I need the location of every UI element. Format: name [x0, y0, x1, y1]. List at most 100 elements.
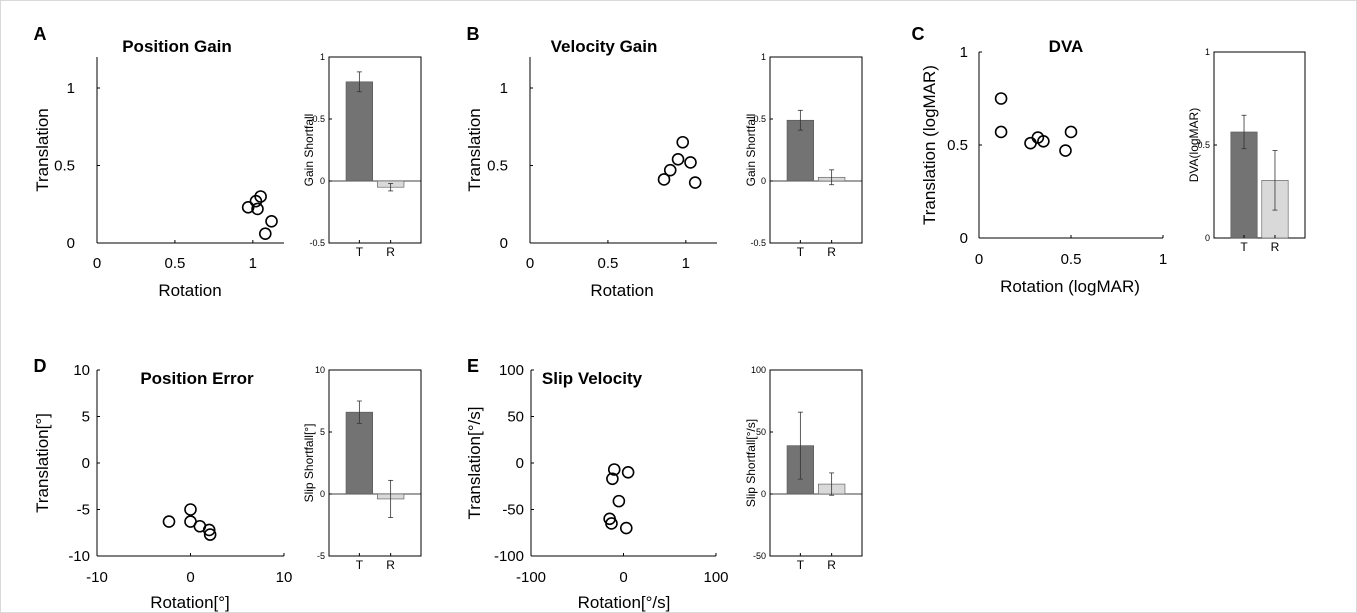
inset-y-tick-label: 1	[320, 52, 325, 62]
x-tick-label: 0.5	[1061, 251, 1082, 268]
panel-letter: D	[34, 356, 47, 376]
x-axis-label: Rotation[°]	[150, 593, 230, 612]
y-tick-label: 1	[500, 80, 508, 97]
inset-category-label: R	[386, 245, 395, 259]
x-axis-label: Rotation	[590, 281, 653, 300]
inset-category-label: T	[797, 558, 805, 572]
scatter-point	[663, 163, 677, 177]
inset-y-axis-label: Gain Shortfall	[302, 114, 316, 187]
scatter-point	[606, 472, 619, 486]
inset-y-tick-label: -0.5	[309, 238, 325, 248]
y-axis-label: Translation	[465, 108, 484, 191]
inset-y-tick-label: 0.5	[312, 114, 325, 124]
inset-box	[769, 56, 863, 244]
x-tick-label: 1	[682, 255, 690, 272]
inset-bar-t	[345, 81, 373, 182]
panel-letter: B	[467, 24, 480, 44]
panel-letter: C	[912, 24, 925, 44]
panel-title: Slip Velocity	[542, 369, 643, 388]
inset-y-tick-label: 50	[756, 427, 766, 437]
y-axis-label: Translation[°]	[33, 413, 52, 513]
panel-letter: A	[34, 24, 47, 44]
scatter-point	[1037, 134, 1050, 148]
inset-y-tick-label: 0.5	[1197, 140, 1210, 150]
y-axis-label: Translation	[33, 108, 52, 191]
scatter-point	[162, 515, 176, 528]
scatter-point	[605, 517, 618, 530]
inset-y-tick-label: 1	[761, 52, 766, 62]
y-tick-label: -10	[68, 548, 90, 565]
scatter-point	[621, 465, 635, 479]
x-axis-label: Rotation	[158, 281, 221, 300]
inset-y-tick-label: 5	[320, 427, 325, 437]
x-tick-label: 0	[619, 569, 627, 586]
y-tick-label: 0	[516, 455, 524, 472]
inset-category-label: T	[1240, 240, 1248, 254]
x-tick-label: 0	[93, 255, 101, 272]
y-tick-label: 1	[67, 80, 75, 97]
x-tick-label: 1	[249, 255, 257, 272]
inset-y-axis-label: Slip Shortfall[°]	[302, 424, 316, 503]
x-axis-label: Rotation[°/s]	[578, 593, 671, 612]
inset-y-tick-label: 0	[761, 176, 766, 186]
scatter-point	[1059, 144, 1072, 157]
scatter-point	[202, 523, 216, 537]
scatter-point	[203, 528, 217, 541]
inset-y-tick-label: 1	[1205, 47, 1210, 57]
scatter-point	[251, 202, 264, 216]
inset-y-tick-label: 0	[320, 176, 325, 186]
inset-y-tick-label: -50	[753, 551, 766, 561]
x-tick-label: 0.5	[597, 255, 618, 272]
y-tick-label: 5	[82, 409, 90, 426]
scatter-point	[676, 135, 690, 149]
scatter-point	[657, 173, 671, 186]
scatter-point	[684, 156, 697, 169]
y-tick-label: 1	[960, 44, 968, 61]
scatter-point	[1064, 125, 1078, 139]
inset-category-label: T	[356, 245, 364, 259]
y-tick-label: -50	[502, 502, 524, 519]
inset-y-tick-label: 0	[761, 489, 766, 499]
y-tick-label: 0.5	[947, 137, 968, 154]
inset-category-label: R	[386, 558, 395, 572]
scatter-point	[612, 494, 626, 508]
scatter-point	[688, 176, 702, 189]
scatter-point	[994, 92, 1008, 105]
panel-title: Velocity Gain	[551, 37, 658, 56]
scatter-point	[241, 201, 255, 214]
panel-title: DVA	[1049, 37, 1084, 56]
inset-y-axis-label: Slip Shortfall[°/s]	[744, 419, 758, 507]
y-tick-label: -5	[77, 502, 90, 519]
y-tick-label: 10	[73, 362, 90, 379]
inset-category-label: T	[356, 558, 364, 572]
y-tick-label: 0	[500, 235, 508, 252]
x-tick-label: 1	[1159, 251, 1167, 268]
x-tick-label: 0.5	[164, 255, 185, 272]
x-tick-label: 0	[975, 251, 983, 268]
x-tick-label: 0	[186, 569, 194, 586]
inset-y-tick-label: 0	[1205, 233, 1210, 243]
inset-bar-t	[1230, 131, 1258, 239]
scatter-point	[184, 503, 197, 516]
panel-title: Position Error	[140, 369, 254, 388]
x-tick-label: -100	[516, 569, 546, 586]
inset-category-label: R	[1271, 240, 1280, 254]
inset-box	[328, 369, 422, 557]
y-tick-label: 100	[499, 362, 524, 379]
scatter-point	[994, 125, 1008, 139]
y-tick-label: 0.5	[487, 158, 508, 175]
inset-category-label: R	[827, 558, 836, 572]
x-tick-label: 10	[276, 569, 293, 586]
inset-y-tick-label: 0.5	[753, 114, 766, 124]
inset-box	[769, 369, 863, 557]
inset-bar-t	[345, 411, 373, 495]
inset-y-tick-label: -5	[317, 551, 325, 561]
x-tick-label: -10	[86, 569, 108, 586]
inset-y-axis-label: Gain Shortfall	[744, 114, 758, 187]
y-tick-label: 0	[67, 235, 75, 252]
inset-box	[328, 56, 422, 244]
y-tick-label: 50	[507, 409, 524, 426]
panel-title: Position Gain	[122, 37, 232, 56]
inset-category-label: R	[827, 245, 836, 259]
